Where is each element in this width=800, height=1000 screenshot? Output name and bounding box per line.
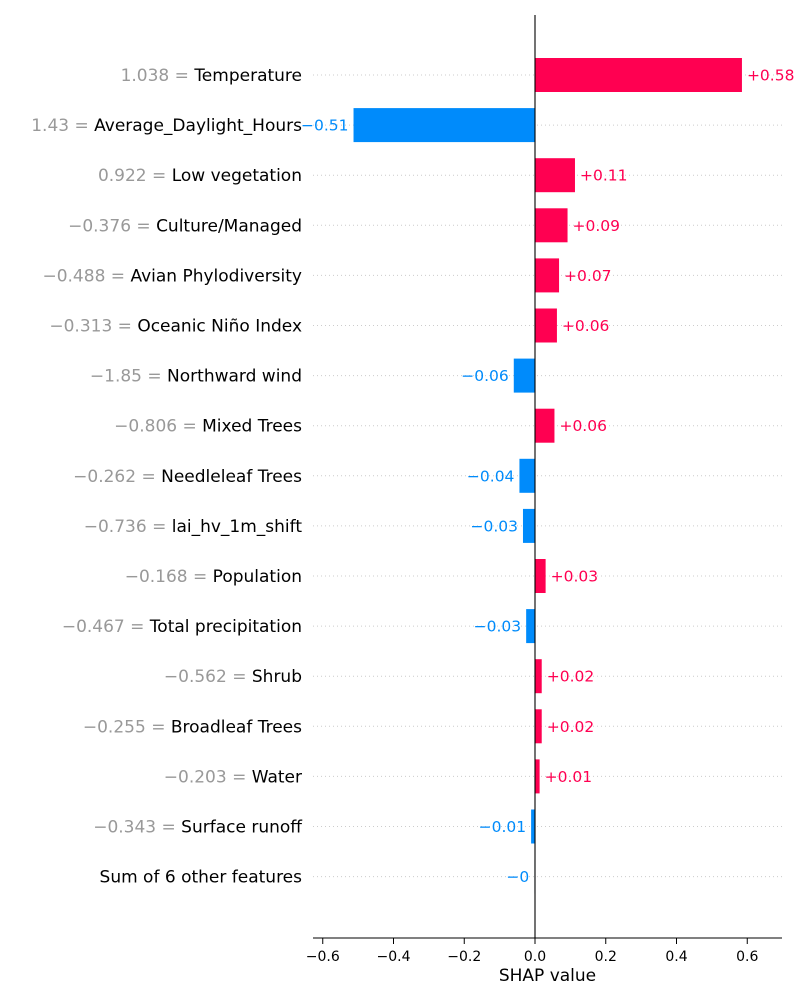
feature-label: −0.262 = Needleleaf Trees <box>73 467 302 487</box>
x-tick-label: −0.4 <box>377 949 411 965</box>
feature-name: Sum of 6 other features <box>100 868 303 888</box>
x-tick-label: 0.4 <box>665 949 687 965</box>
bar-value-label: +0.02 <box>547 668 595 686</box>
feature-name: Avian Phylodiversity <box>130 266 302 286</box>
bar-value-label: −0.01 <box>479 818 527 836</box>
shap-bar <box>531 809 535 844</box>
shap-bar <box>353 108 535 143</box>
shap-bar <box>535 659 542 694</box>
shap-bar <box>535 709 542 744</box>
feature-name: Shrub <box>252 667 302 687</box>
feature-value: −0.562 = <box>164 667 252 687</box>
feature-value: −0.806 = <box>114 417 202 437</box>
feature-name: Oceanic Niño Index <box>137 317 302 337</box>
feature-value: −0.262 = <box>73 467 161 487</box>
feature-name: Mixed Trees <box>202 417 302 437</box>
x-ticks: −0.6 −0.4 −0.2 0.0 0.2 0.4 0.6 <box>306 938 758 965</box>
feature-value: −0.736 = <box>84 517 172 537</box>
shap-bar <box>513 358 535 393</box>
feature-name: Average_Daylight_Hours <box>94 116 302 136</box>
feature-label: 1.43 = Average_Daylight_Hours <box>31 116 302 136</box>
shap-bar <box>535 308 557 343</box>
feature-label: −0.203 = Water <box>164 767 302 787</box>
shap-bar <box>535 258 560 293</box>
feature-label: −0.168 = Population <box>125 567 302 587</box>
shap-bar <box>535 559 546 593</box>
feature-name: Total precipitation <box>149 617 302 637</box>
x-tick-label: −0.6 <box>306 949 340 965</box>
bar-value-label: +0.02 <box>547 718 595 736</box>
feature-label: −0.376 = Culture/Managed <box>68 216 302 236</box>
bar-value-label: +0.09 <box>573 217 621 235</box>
feature-label: −0.467 = Total precipitation <box>62 617 302 637</box>
feature-value: −0.376 = <box>68 216 156 236</box>
feature-value: 1.43 = <box>31 116 94 136</box>
row-gridlines <box>313 74 782 878</box>
x-tick-label: 0.6 <box>736 949 758 965</box>
feature-name: Population <box>213 567 302 587</box>
feature-label: 0.922 = Low vegetation <box>98 166 302 186</box>
shap-bar <box>535 408 555 443</box>
feature-name: Temperature <box>193 66 302 86</box>
x-axis: −0.6 −0.4 −0.2 0.0 0.2 0.4 0.6 SHAP value <box>306 937 782 986</box>
feature-label: −0.313 = Oceanic Niño Index <box>49 317 302 337</box>
feature-value: −0.203 = <box>164 767 252 787</box>
shap-bar <box>535 58 742 92</box>
feature-label: −0.736 = lai_hv_1m_shift <box>84 517 303 537</box>
feature-name: Surface runoff <box>181 818 303 838</box>
bar-value-label: +0.11 <box>580 167 628 185</box>
feature-label: −0.488 = Avian Phylodiversity <box>42 266 302 286</box>
bar-value-label: −0 <box>506 868 529 886</box>
bar-value-label: +0.07 <box>564 267 612 285</box>
bars: +0.58 −0.51 +0.11 +0.09 +0.07 +0.06 −0.06 +0.06… <box>301 58 794 894</box>
bar-value-label: −0.03 <box>474 618 522 636</box>
feature-value: −0.467 = <box>62 617 150 637</box>
feature-name: Low vegetation <box>172 166 302 186</box>
x-axis-title: SHAP value <box>499 966 596 986</box>
shap-bar <box>535 158 575 193</box>
shap-bar <box>526 609 535 644</box>
bar-value-label: −0.03 <box>470 517 518 535</box>
shap-bar <box>519 458 535 493</box>
bar-value-label: +0.06 <box>562 317 610 335</box>
feature-value: −0.313 = <box>49 317 137 337</box>
feature-label: −0.562 = Shrub <box>164 667 302 687</box>
bar-value-label: +0.58 <box>747 67 795 85</box>
feature-value: −1.85 = <box>90 367 167 387</box>
feature-value: −0.168 = <box>125 567 213 587</box>
x-tick-label: −0.2 <box>447 949 481 965</box>
feature-name: Northward wind <box>167 367 302 387</box>
feature-value: −0.255 = <box>83 717 171 737</box>
feature-value: −0.343 = <box>93 818 181 838</box>
feature-name: Broadleaf Trees <box>171 717 302 737</box>
bar-value-label: −0.06 <box>461 367 509 385</box>
feature-value: −0.488 = <box>42 266 130 286</box>
feature-name: lai_hv_1m_shift <box>172 517 303 537</box>
feature-label: −1.85 = Northward wind <box>90 367 302 387</box>
feature-name: Culture/Managed <box>156 216 302 236</box>
bar-value-label: +0.01 <box>545 768 593 786</box>
bar-value-label: +0.03 <box>551 568 599 586</box>
feature-name: Needleleaf Trees <box>161 467 302 487</box>
shap-bar <box>535 208 568 243</box>
feature-label: −0.343 = Surface runoff <box>93 818 303 838</box>
feature-label: −0.806 = Mixed Trees <box>114 417 302 437</box>
feature-labels: 1.038 = Temperature 1.43 = Average_Daylig… <box>31 66 303 888</box>
feature-value: 1.038 = <box>121 66 195 86</box>
feature-label: Sum of 6 other features <box>100 868 303 888</box>
shap-bar <box>522 508 535 543</box>
bar-value-label: −0.04 <box>467 467 515 485</box>
feature-label: 1.038 = Temperature <box>121 66 302 86</box>
x-tick-label: 0.0 <box>524 949 546 965</box>
feature-value: 0.922 = <box>98 166 172 186</box>
x-tick-label: 0.2 <box>595 949 617 965</box>
bar-value-label: +0.06 <box>559 417 607 435</box>
feature-name: Water <box>252 767 302 787</box>
feature-label: −0.255 = Broadleaf Trees <box>83 717 302 737</box>
shap-bar <box>535 759 540 794</box>
bar-value-label: −0.51 <box>301 117 349 135</box>
